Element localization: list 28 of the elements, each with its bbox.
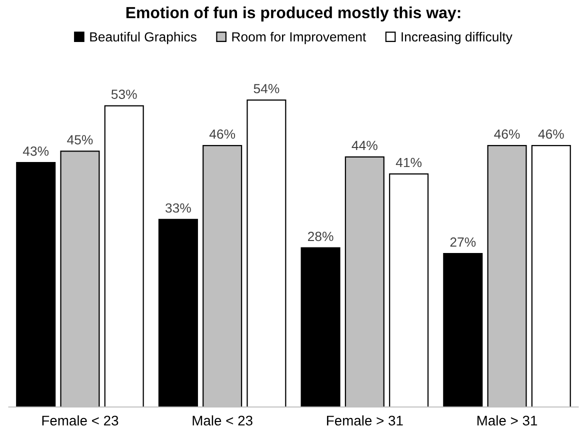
data-label: 27%	[450, 237, 476, 247]
data-label: 46%	[209, 129, 236, 139]
data-label: 46%	[494, 129, 520, 139]
data-label: 53%	[111, 90, 137, 99]
legend-label: Beautiful Graphics	[90, 32, 196, 44]
x-tick-label: Male < 23	[192, 415, 252, 426]
bar	[389, 173, 429, 407]
data-label: 41%	[396, 158, 422, 168]
x-tick-label: Female > 31	[327, 415, 403, 426]
data-label: 54%	[254, 84, 280, 94]
bar	[531, 144, 571, 407]
chart-title: Emotion of fun is produced mostly this way:	[126, 6, 460, 22]
legend-label: Increasing difficulty	[402, 32, 512, 44]
bar	[16, 162, 56, 407]
data-label: 45%	[67, 135, 93, 144]
bar	[246, 100, 286, 407]
data-label: 28%	[308, 232, 334, 242]
data-label: 44%	[352, 140, 378, 150]
bar	[443, 252, 483, 407]
data-label: 46%	[538, 129, 564, 139]
x-tick-label: Male > 31	[477, 415, 538, 426]
x-tick-label: Female < 23	[42, 415, 118, 426]
bar	[300, 247, 340, 407]
data-label: 33%	[166, 203, 191, 213]
bar	[158, 218, 198, 407]
data-label: 43%	[22, 146, 49, 156]
bar	[104, 105, 144, 407]
legend-label: Room for Improvement	[232, 32, 366, 44]
